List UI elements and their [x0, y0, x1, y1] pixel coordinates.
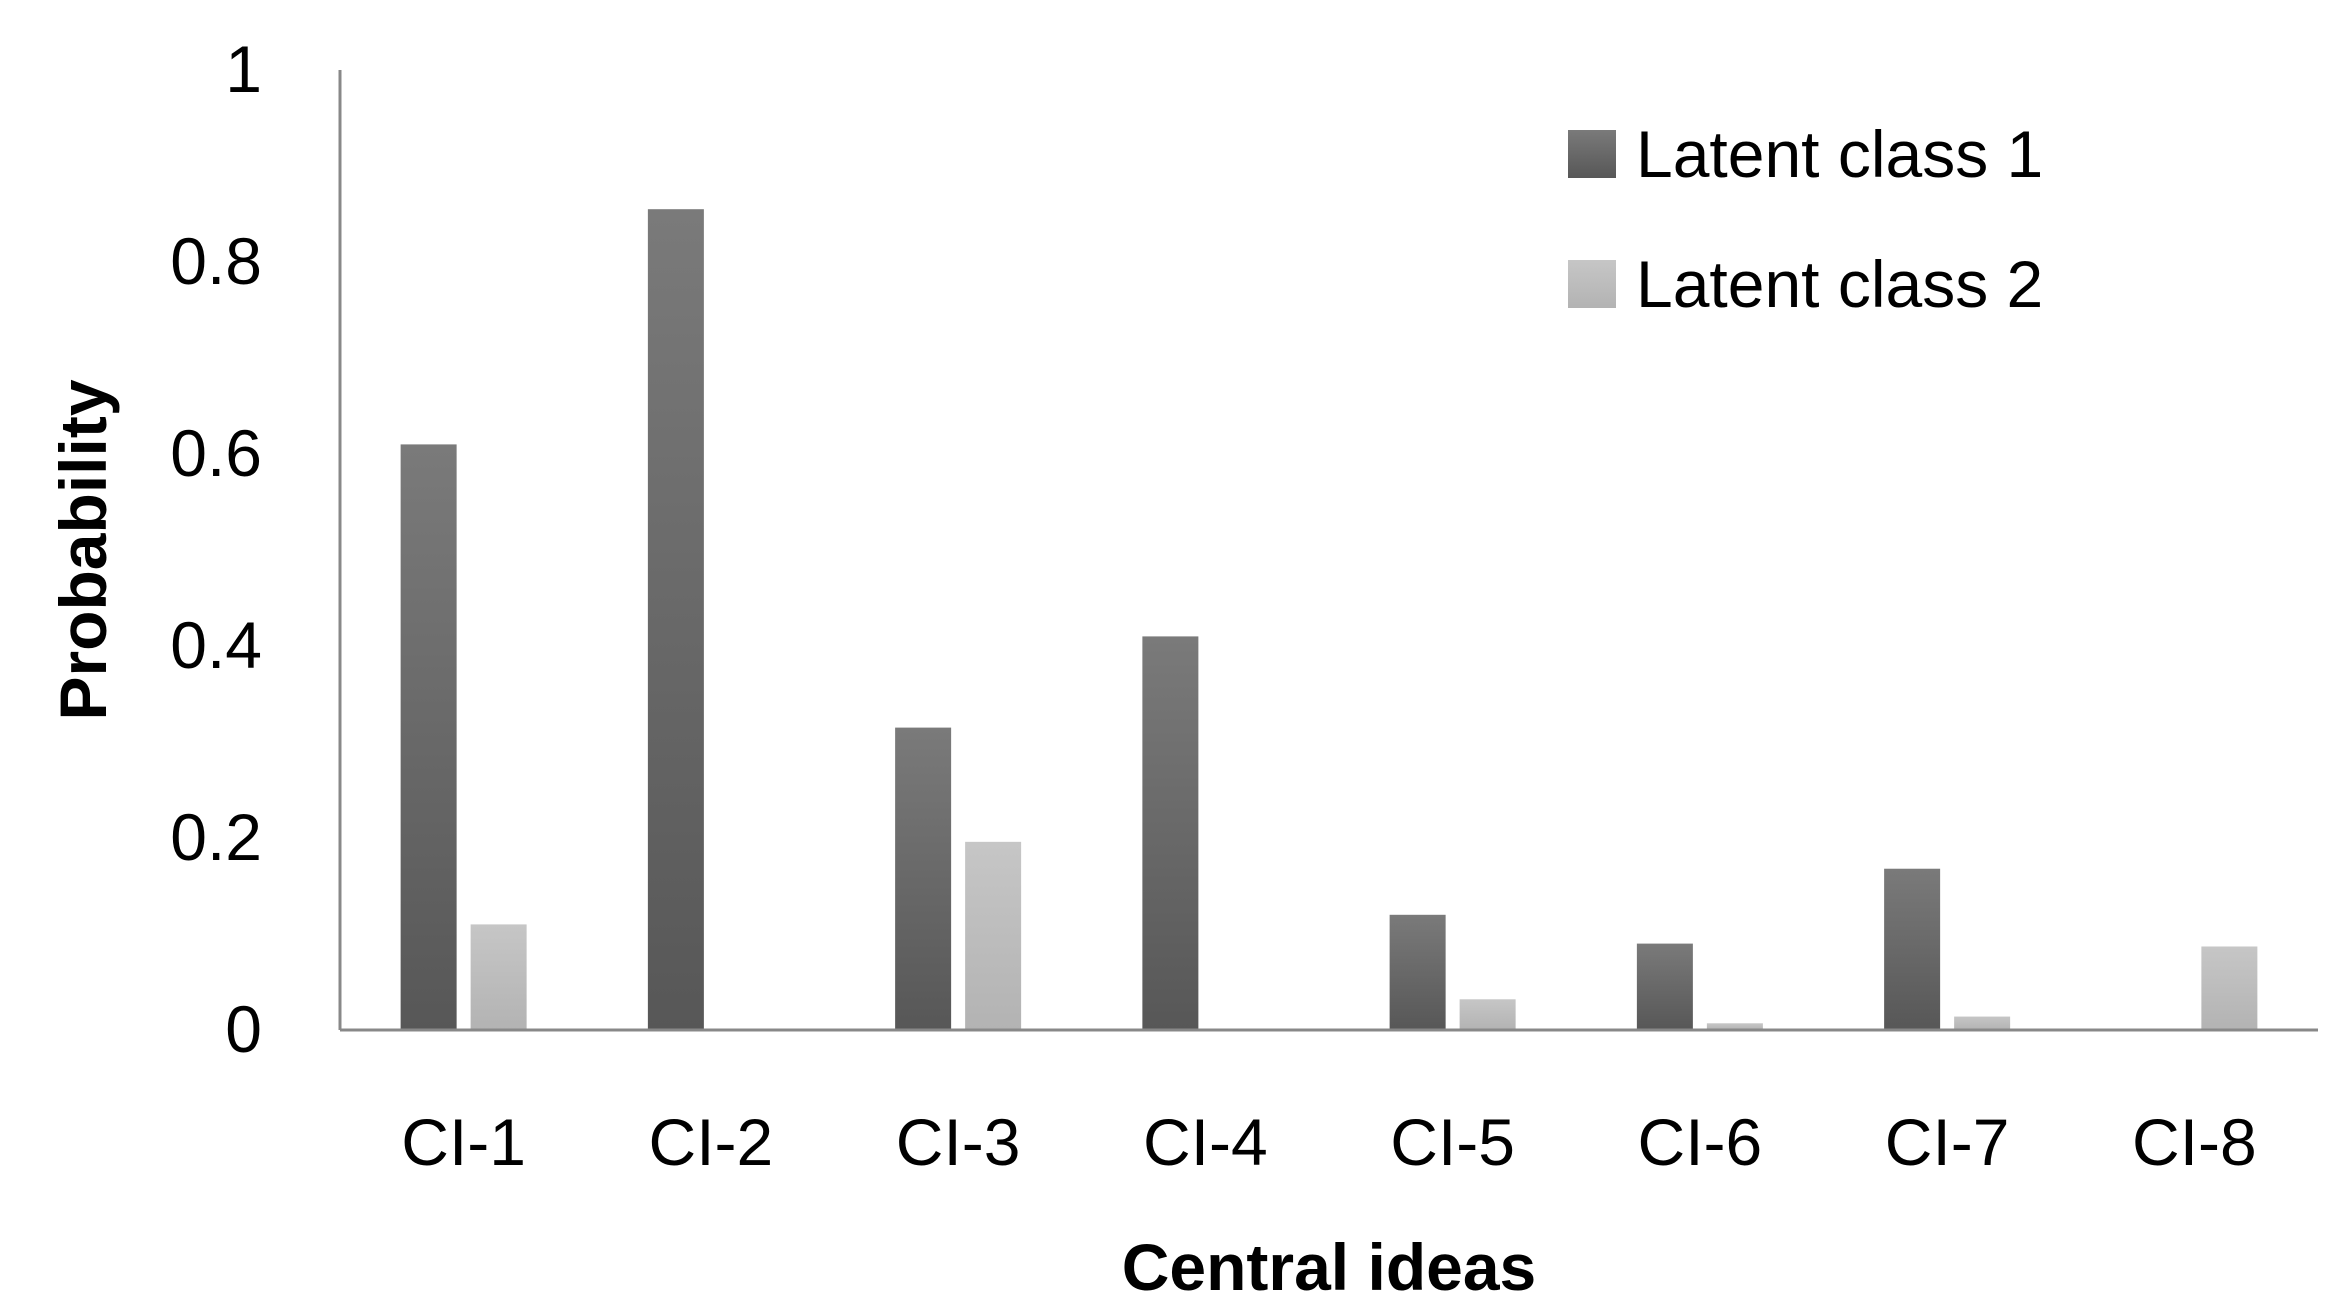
legend-label-series-1: Latent class 1 [1636, 117, 2043, 191]
y-axis-title: Probability [46, 379, 120, 720]
x-tick-label-ci-7: CI-7 [1885, 1105, 2010, 1179]
y-tick-label: 0.8 [170, 224, 262, 298]
y-tick-label: 0 [225, 992, 262, 1066]
bar-ci-5-series-2 [1459, 999, 1516, 1030]
bar-ci-7-series-2 [1954, 1016, 2011, 1030]
bar-ci-3-series-1 [895, 727, 952, 1030]
y-tick-label: 0.6 [170, 416, 262, 490]
y-tick-label: 0.4 [170, 608, 262, 682]
x-axis-title: Central ideas [1122, 1230, 1537, 1304]
x-tick-label-ci-4: CI-4 [1143, 1105, 1268, 1179]
x-tick-label-ci-6: CI-6 [1638, 1105, 1763, 1179]
x-tick-labels: CI-1 CI-2 CI-3 CI-4 CI-5 CI-6 CI-7 CI-8 [401, 1105, 2256, 1179]
bar-ci-8-series-2 [2201, 946, 2258, 1030]
x-tick-label-ci-5: CI-5 [1390, 1105, 1515, 1179]
bars-layer [400, 209, 2258, 1030]
bar-ci-7-series-1 [1884, 868, 1941, 1030]
x-tick-label-ci-3: CI-3 [896, 1105, 1021, 1179]
legend-label-series-2: Latent class 2 [1636, 247, 2043, 321]
bar-ci-6-series-1 [1636, 943, 1693, 1030]
bar-ci-1-series-2 [470, 924, 527, 1030]
x-tick-label-ci-8: CI-8 [2132, 1105, 2257, 1179]
bar-ci-5-series-1 [1389, 914, 1446, 1030]
bar-ci-4-series-1 [1142, 636, 1199, 1030]
bar-ci-6-series-2 [1706, 1023, 1763, 1030]
bar-ci-3-series-2 [965, 841, 1022, 1030]
axes-layer [338, 70, 2318, 1032]
legend-swatch-series-1 [1568, 130, 1616, 178]
bar-ci-2-series-1 [647, 209, 704, 1030]
y-tick-labels: 0 0.2 0.4 0.6 0.8 1 [170, 32, 262, 1066]
x-tick-label-ci-1: CI-1 [401, 1105, 526, 1179]
legend-swatch-series-2 [1568, 260, 1616, 308]
x-tick-label-ci-2: CI-2 [649, 1105, 774, 1179]
y-tick-label: 1 [225, 32, 262, 106]
bar-ci-1-series-1 [400, 444, 457, 1030]
legend: Latent class 1 Latent class 2 [1568, 117, 2043, 321]
y-tick-label: 0.2 [170, 800, 262, 874]
